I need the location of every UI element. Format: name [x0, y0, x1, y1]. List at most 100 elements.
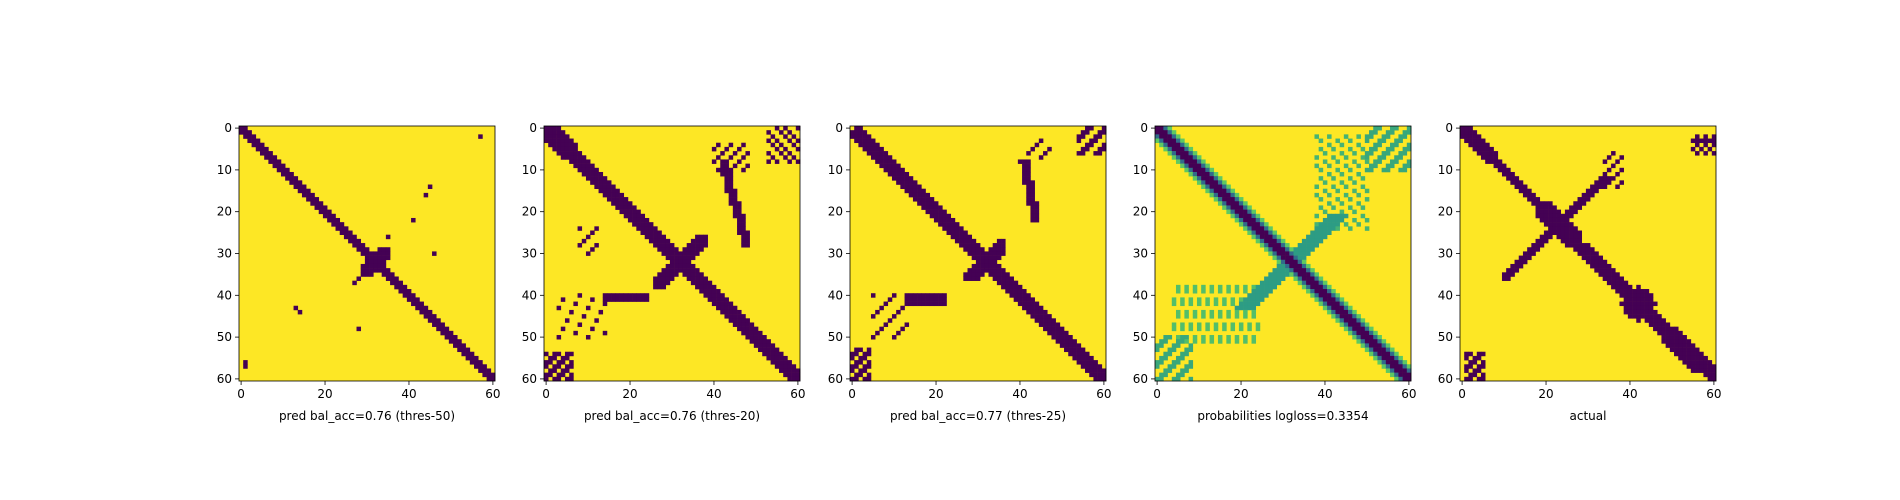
heatmap-cell — [1175, 134, 1181, 139]
heatmap-cell — [335, 222, 341, 227]
heatmap-cell — [1180, 138, 1185, 144]
heatmap-cells — [239, 126, 496, 382]
heatmap-cell — [711, 293, 717, 298]
heatmap-cell — [720, 309, 725, 315]
heatmap-cell — [917, 293, 922, 298]
heatmap-cell — [1674, 347, 1679, 353]
heatmap-cell — [1175, 151, 1181, 156]
heatmap-cell — [665, 251, 671, 256]
heatmap-cell — [1293, 263, 1298, 269]
heatmap-cell — [699, 276, 704, 281]
heatmap-cell — [862, 142, 868, 148]
heatmap-cell — [1188, 163, 1194, 169]
x-tick-label: 60 — [1706, 387, 1721, 401]
heatmap-cell — [627, 201, 633, 206]
heatmap-cell — [1217, 289, 1223, 294]
heatmap-cell — [1480, 142, 1486, 148]
heatmap-cell — [1640, 289, 1645, 294]
heatmap-cell — [1364, 134, 1370, 139]
heatmap-cell — [556, 364, 562, 369]
heatmap-cell — [556, 138, 562, 144]
heatmap-cell — [1348, 205, 1353, 210]
heatmap-cell — [623, 197, 629, 202]
heatmap-cell — [1180, 142, 1185, 148]
heatmap-cell — [1318, 238, 1324, 244]
heatmap-cell — [795, 146, 801, 152]
heatmap-cell — [385, 268, 391, 273]
heatmap-cell — [1497, 163, 1503, 169]
heatmap-cell — [285, 171, 290, 177]
heatmap-cell — [1192, 176, 1198, 181]
heatmap-cell — [938, 297, 943, 302]
heatmap-cell — [1590, 251, 1595, 256]
heatmap-cell — [866, 376, 872, 382]
heatmap-cell — [1348, 305, 1353, 311]
heatmap-cell — [1640, 314, 1645, 319]
heatmap-cell — [954, 238, 960, 244]
heatmap-cell — [1217, 180, 1223, 185]
heatmap-cell — [1543, 217, 1549, 223]
heatmap-cell — [1276, 255, 1282, 261]
heatmap-cell — [1038, 322, 1044, 327]
heatmap-cell — [1581, 255, 1587, 261]
heatmap-cell — [716, 167, 721, 173]
heatmap-cell — [427, 318, 433, 323]
heatmap-cell — [1343, 318, 1349, 323]
y-tick-label: 40 — [1133, 288, 1148, 302]
heatmap-cell — [1226, 309, 1231, 315]
heatmap-cell — [1552, 230, 1557, 235]
heatmap-cell — [1485, 155, 1490, 160]
heatmap-cell — [661, 238, 667, 244]
heatmap-cell — [1280, 255, 1286, 261]
heatmap-cell — [1101, 130, 1107, 135]
heatmap-cell — [908, 188, 914, 194]
heatmap-cell — [373, 263, 378, 269]
heatmap-cell — [783, 355, 788, 361]
heatmap-cell — [682, 259, 687, 265]
heatmap-cell — [1373, 351, 1378, 357]
heatmap-cell — [766, 159, 771, 164]
heatmap-cell — [264, 155, 269, 160]
heatmap-cell — [1201, 163, 1206, 169]
heatmap-cell — [585, 176, 591, 181]
heatmap-cell — [1573, 226, 1578, 231]
heatmap-cell — [862, 368, 868, 373]
heatmap-cell — [1695, 142, 1700, 148]
heatmap-cell — [938, 209, 943, 215]
heatmap-cell — [1076, 351, 1082, 357]
heatmap-cell — [1230, 192, 1236, 198]
heatmap-cell — [1080, 364, 1086, 369]
heatmap-cell — [1339, 318, 1345, 323]
heatmap-cell — [1390, 130, 1395, 135]
heatmap-cell — [695, 276, 700, 281]
heatmap-cell — [1072, 347, 1077, 353]
heatmap-cell — [720, 305, 725, 311]
heatmap-cell — [1272, 284, 1278, 290]
heatmap-cell — [904, 301, 910, 307]
heatmap-cell — [1464, 355, 1469, 361]
heatmap-cell — [1226, 314, 1231, 319]
heatmap-cell — [925, 192, 931, 198]
heatmap-cell — [1476, 151, 1482, 156]
heatmap-cell — [1093, 364, 1098, 369]
heatmap-cell — [1606, 176, 1612, 181]
heatmap-cell — [1192, 163, 1198, 169]
heatmap-cell — [1213, 192, 1219, 198]
heatmap-cell — [967, 243, 973, 248]
heatmap-cell — [720, 297, 725, 302]
heatmap-cell — [1381, 151, 1387, 156]
heatmap-cell — [787, 159, 792, 164]
heatmap-cell — [1590, 255, 1595, 261]
heatmap-cell — [1301, 280, 1307, 286]
heatmap-cell — [619, 192, 625, 198]
heatmap-cell — [1703, 364, 1708, 369]
heatmap-cell — [348, 238, 353, 244]
heatmap-cell — [564, 355, 570, 361]
heatmap-cell — [720, 151, 725, 156]
x-tick-label: 0 — [1458, 387, 1466, 401]
heatmap-cell — [1510, 263, 1515, 269]
heatmap-cell — [1480, 351, 1486, 357]
heatmap-cell — [1331, 309, 1336, 315]
heatmap-cell — [364, 272, 370, 277]
heatmap-cell — [1581, 243, 1587, 248]
